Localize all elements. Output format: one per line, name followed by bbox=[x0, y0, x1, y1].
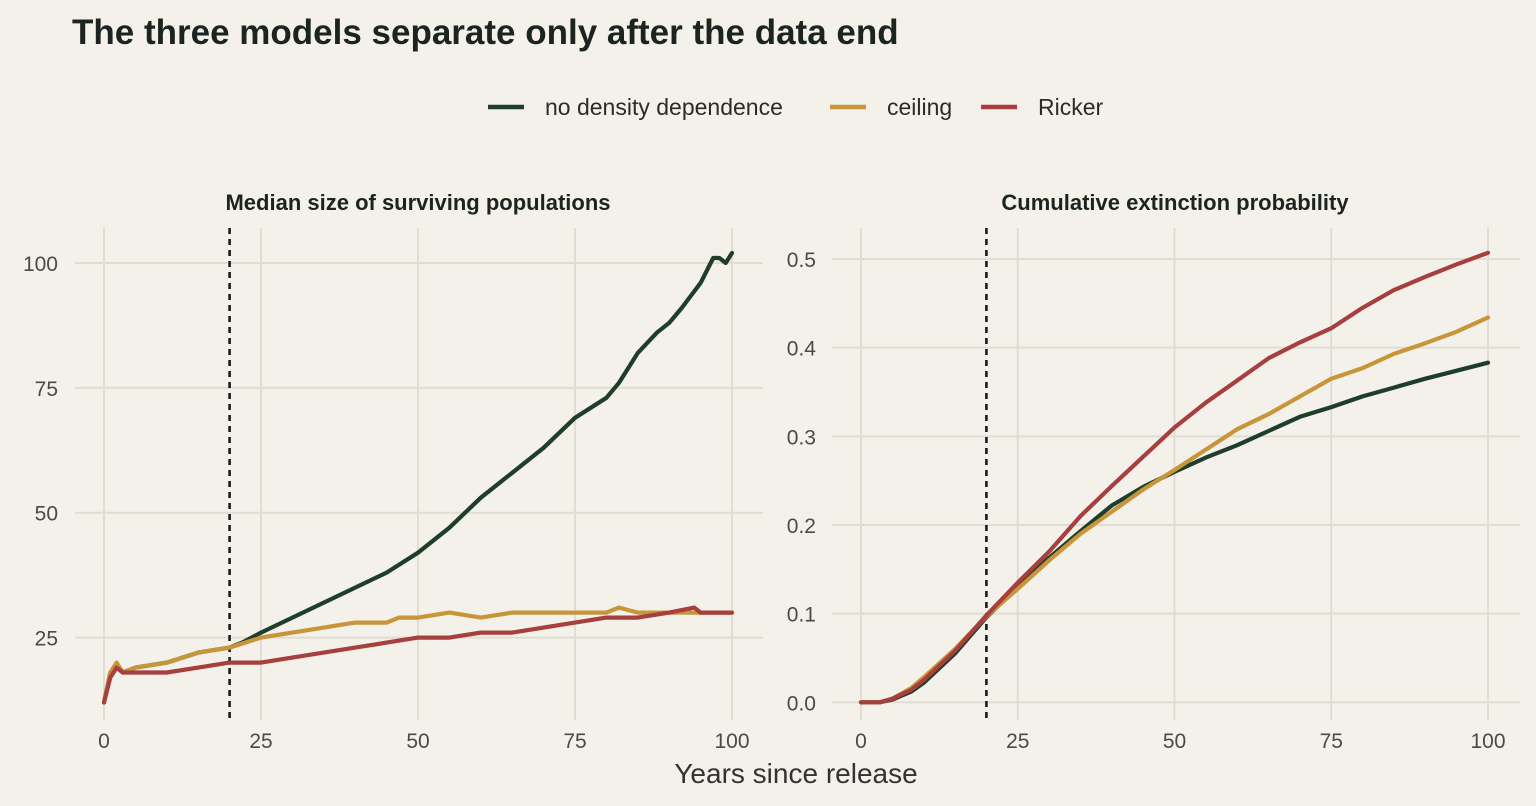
legend: no density dependence ceiling Ricker bbox=[488, 94, 1104, 120]
legend-item-ceiling: ceiling bbox=[830, 94, 952, 120]
facet-title: Median size of surviving populations bbox=[225, 190, 610, 215]
chart-title: The three models separate only after the… bbox=[72, 13, 899, 52]
legend-label-ceiling: ceiling bbox=[887, 94, 952, 120]
y-tick-label: 0.3 bbox=[787, 426, 816, 449]
panel-median-size: Median size of surviving populations 0 25 5… bbox=[23, 190, 763, 753]
x-tick-label: 100 bbox=[714, 730, 749, 753]
x-tick-label: 25 bbox=[249, 730, 272, 753]
x-tick-label: 0 bbox=[855, 730, 867, 753]
x-tick-label: 50 bbox=[1163, 730, 1186, 753]
y-tick-label: 0.5 bbox=[787, 249, 816, 272]
y-tick-label: 0.4 bbox=[787, 338, 817, 361]
series-line-ricker bbox=[858, 250, 1491, 705]
legend-label-ricker: Ricker bbox=[1038, 94, 1104, 120]
legend-item-no-density-dependence: no density dependence bbox=[488, 94, 783, 120]
panel-extinction-probability: Cumulative extinction probability 0 25 50 75… bbox=[787, 190, 1520, 753]
legend-item-ricker: Ricker bbox=[981, 94, 1104, 120]
y-tick-label: 0.1 bbox=[787, 604, 816, 627]
series-line-ricker bbox=[101, 605, 735, 705]
x-tick-label: 75 bbox=[1320, 730, 1343, 753]
x-axis-label: Years since release bbox=[674, 758, 917, 789]
y-tick-label: 0.2 bbox=[787, 515, 816, 538]
y-tick-label: 0.0 bbox=[787, 692, 816, 715]
x-tick-label: 100 bbox=[1470, 730, 1505, 753]
x-tick-label: 75 bbox=[563, 730, 586, 753]
x-tick-label: 50 bbox=[406, 730, 429, 753]
x-tick-label: 25 bbox=[1006, 730, 1029, 753]
legend-label-no-density-dependence: no density dependence bbox=[545, 94, 783, 120]
y-tick-label: 25 bbox=[35, 628, 58, 651]
y-tick-label: 100 bbox=[23, 253, 58, 276]
facet-title: Cumulative extinction probability bbox=[1001, 190, 1349, 215]
y-tick-label: 75 bbox=[35, 378, 58, 401]
series-line-ceiling bbox=[101, 605, 735, 705]
y-tick-label: 50 bbox=[35, 503, 58, 526]
x-tick-label: 0 bbox=[98, 730, 110, 753]
